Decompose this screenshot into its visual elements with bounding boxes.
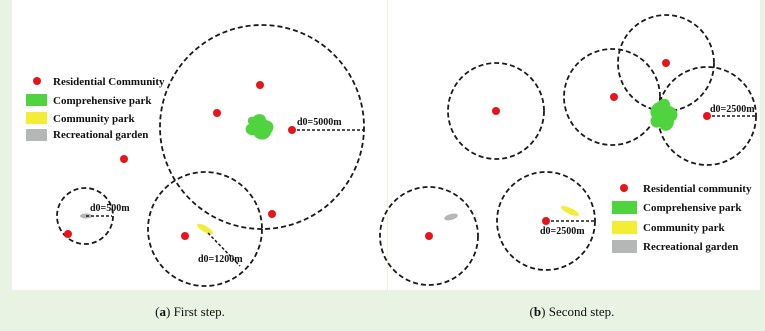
residential-dot [610, 93, 618, 101]
community-park-area-b [560, 205, 580, 217]
residential-dot [492, 107, 500, 115]
legend-b-comprehensive-swatch [612, 201, 637, 214]
legend-a-comprehensive-swatch [26, 94, 47, 106]
service-circle-b3 [563, 48, 661, 146]
residential-dot [120, 155, 128, 163]
residential-dot [542, 217, 550, 225]
service-circle-medium [147, 171, 263, 287]
caption-b-letter: b [534, 304, 541, 319]
caption-a-text: First step. [174, 304, 225, 319]
comprehensive-park-area-b [650, 98, 678, 131]
legend-b-recreational-label: Recreational garden [643, 241, 738, 253]
panel-b-background [388, 0, 760, 290]
recreational-garden-area-b [444, 213, 458, 221]
community-park-area-a [197, 223, 213, 235]
radius-label-large: d0=5000m [297, 117, 342, 128]
legend-b-community-label: Community park [643, 222, 725, 234]
radius-label-medium: d0=1200m [198, 254, 243, 265]
legend-a-community-label: Community park [53, 113, 135, 125]
residential-dot [256, 81, 264, 89]
service-circle-small [56, 187, 114, 245]
residential-dot [268, 210, 276, 218]
comprehensive-park-area-a [245, 114, 274, 140]
legend-b-residential-marker [620, 184, 628, 192]
residential-dot [64, 230, 72, 238]
service-circle-large [159, 24, 365, 230]
residential-dot [425, 232, 433, 240]
panel-a: Residential Community Comprehensive park… [26, 24, 365, 319]
legend-a-residential-label: Residential Community [53, 76, 165, 88]
legend-a: Residential Community Comprehensive park… [26, 76, 165, 141]
service-circle-b1 [447, 62, 545, 160]
residential-dot [181, 232, 189, 240]
legend-a-residential-marker [33, 77, 41, 85]
service-circle-b5 [379, 186, 479, 286]
caption-b: (b) Second step. [530, 304, 615, 319]
radius-label-park-b: d0=2500m [710, 104, 755, 115]
legend-a-recreational-swatch [26, 129, 47, 141]
residential-dot [213, 109, 221, 117]
residential-dot [288, 126, 296, 134]
panel-b: d0=2500m d0=2500m Residential community … [379, 14, 757, 319]
legend-b: Residential community Comprehensive park… [612, 183, 752, 253]
legend-b-community-swatch [612, 221, 637, 234]
panel-a-background [12, 0, 387, 290]
legend-b-recreational-swatch [612, 240, 637, 253]
legend-b-residential-label: Residential community [643, 183, 752, 195]
legend-a-recreational-label: Recreational garden [53, 129, 148, 141]
service-circle-b6 [496, 171, 596, 271]
radius-line-medium [207, 232, 241, 267]
legend-a-comprehensive-label: Comprehensive park [53, 95, 152, 107]
residential-dot [662, 59, 670, 67]
caption-b-text: Second step. [549, 304, 615, 319]
caption-a: (a) First step. [155, 304, 225, 319]
caption-a-letter: a [159, 304, 166, 319]
legend-a-community-swatch [26, 112, 47, 124]
residential-dot [703, 112, 711, 120]
radius-label-small: d0=500m [90, 203, 130, 214]
radius-label-community-b: d0=2500m [540, 226, 585, 237]
legend-b-comprehensive-label: Comprehensive park [643, 202, 742, 214]
